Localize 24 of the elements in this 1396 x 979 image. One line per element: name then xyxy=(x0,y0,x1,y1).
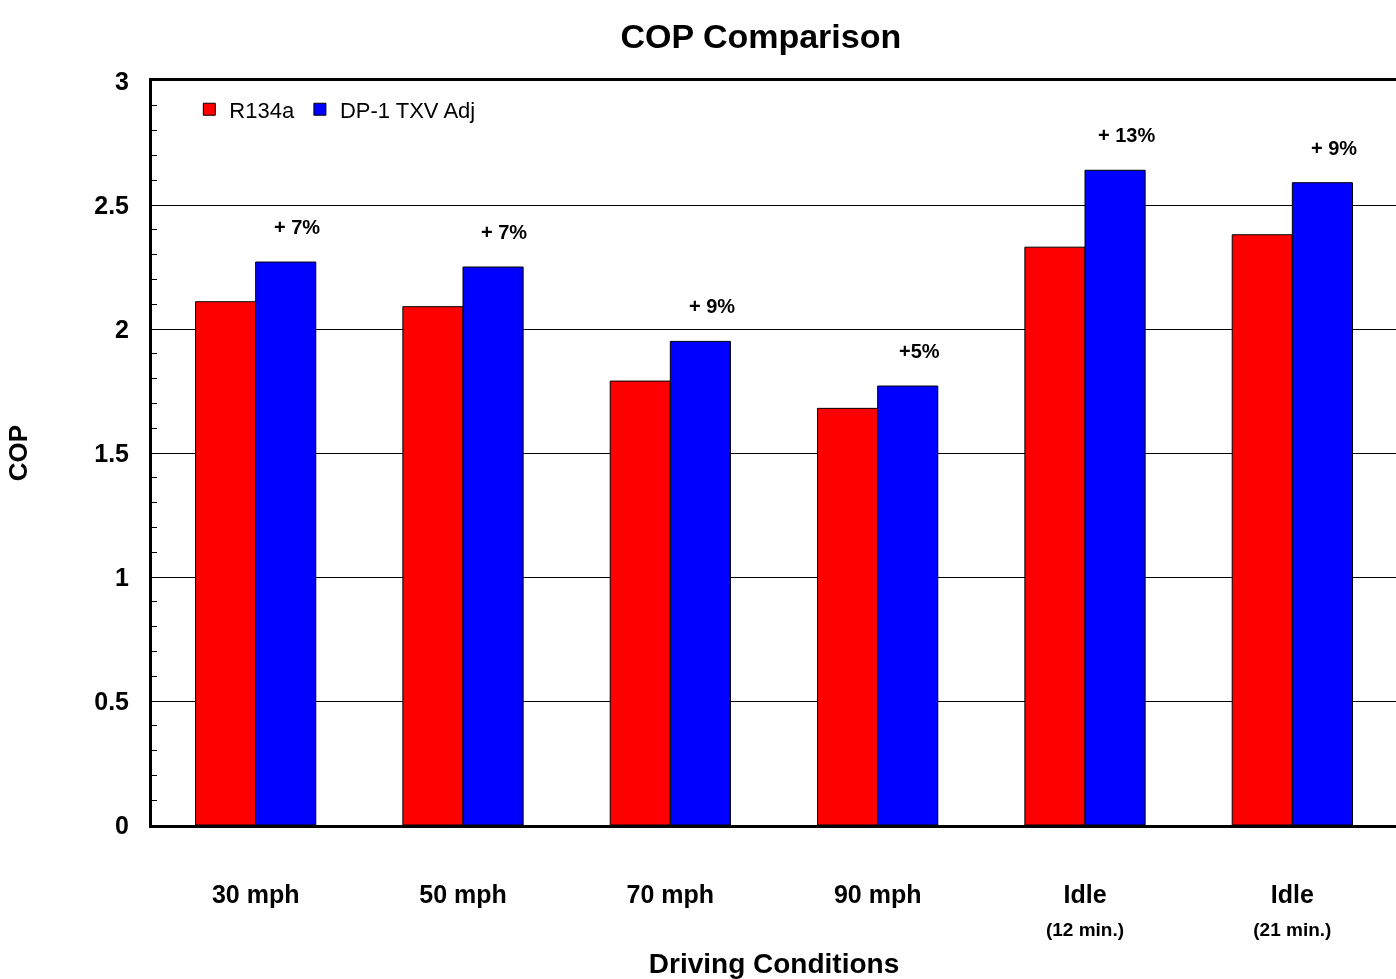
chart-title: COP Comparison xyxy=(620,17,902,56)
x-axis-title: Driving Conditions xyxy=(648,948,900,979)
x-tick-label: 90 mph xyxy=(833,880,922,908)
x-tick-label: Idle (21 min.) xyxy=(1253,880,1332,940)
annotation: + 9% xyxy=(689,295,736,317)
y-tick-label: 2 xyxy=(115,314,129,343)
x-tick-label: Idle (12 min.) xyxy=(1045,880,1125,940)
annotation: + 13% xyxy=(1098,124,1156,146)
x-tick-label: 30 mph xyxy=(211,880,300,908)
annotation: +5% xyxy=(899,340,940,362)
legend-label: DP-1 TXV Adj xyxy=(339,97,476,123)
legend-label: R134a xyxy=(229,97,295,123)
x-tick-label: 70 mph xyxy=(626,880,715,908)
y-tick-label: 0 xyxy=(115,810,129,839)
y-tick-label: 1.5 xyxy=(94,438,130,467)
y-tick-label: 3 xyxy=(115,66,129,95)
y-tick-label: 0.5 xyxy=(94,686,130,715)
y-tick-label: 2.5 xyxy=(94,190,130,219)
annotation: + 7% xyxy=(274,216,321,238)
annotation: + 9% xyxy=(1311,137,1358,159)
y-tick-label: 1 xyxy=(115,562,130,591)
x-tick-label: 50 mph xyxy=(419,880,507,908)
y-axis-title: COP xyxy=(2,424,33,482)
annotation: + 7% xyxy=(481,221,528,243)
